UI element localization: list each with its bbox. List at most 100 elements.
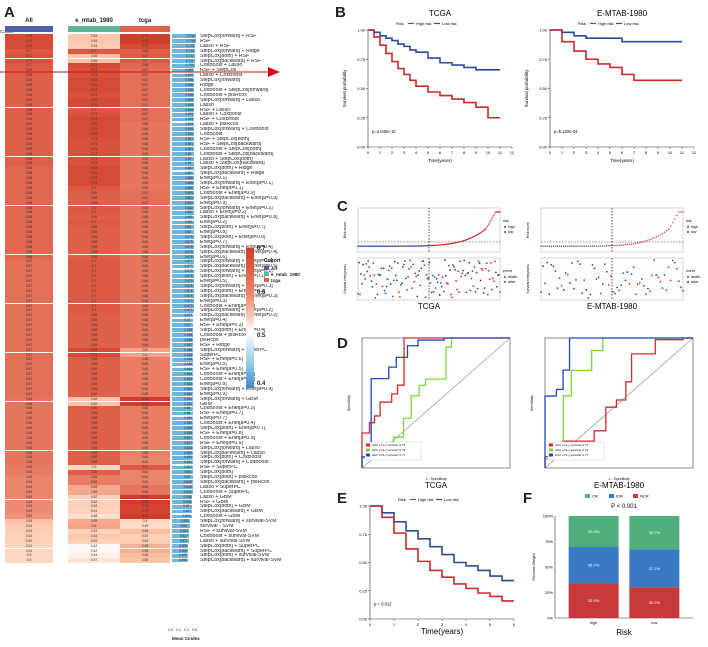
heatmap-row: 0.68 0.72 0.66 0.686 Enet[a=0.1]	[0, 176, 290, 181]
heatmap-cell-tcga: 0.67	[120, 68, 170, 74]
mean-cindex-value: 0.738	[186, 34, 195, 38]
bar-segment-idr	[629, 549, 680, 588]
survival-point	[591, 263, 594, 266]
heatmap-row: 0.67 0.69 0.65 0.663 CoxBoost + Enet[a=0.8]	[0, 377, 290, 382]
km-plot-tcga: TCGA Risk High risk Low risk 0.00 0.25 0.50 0.7…	[342, 9, 515, 163]
model-name: CoxBoost + StepCox[forward]	[200, 87, 269, 93]
legend-label: alive	[691, 280, 698, 284]
heatmap-row: 0.69 0.71 0.66 0.691 RSF + StepCox[both]	[0, 136, 290, 142]
mean-cindex-value: 0.527	[179, 538, 188, 543]
survival-point	[413, 280, 416, 283]
survival-point	[459, 260, 462, 263]
mean-cindex-value: 0.673	[184, 298, 193, 303]
x-tick-label: 7	[451, 150, 454, 155]
survival-point	[552, 265, 555, 268]
heatmap-cell-emtab: 0.55	[68, 53, 120, 59]
roc-legend-box	[364, 441, 422, 461]
heatmap-cell-emtab: 0.69	[68, 234, 120, 240]
heatmap-cell-all: 0.69	[5, 97, 53, 103]
risk-point	[389, 245, 392, 247]
mean-cindex-bar	[172, 338, 194, 342]
x-tick-label: 9	[657, 150, 660, 155]
heatmap-cell-tcga: 0.66	[120, 220, 170, 226]
km-plot-e: Risk High risk Low risk 0.00 0.25 0.50 0.75 1.0…	[359, 497, 516, 636]
panel-label-d: D	[337, 335, 348, 352]
mean-cindex-bar	[172, 450, 193, 455]
mean-cindex-bar	[172, 245, 194, 249]
heatmap-cell-emtab: 0.69	[68, 445, 120, 451]
mean-cindex-bar	[172, 58, 195, 63]
survival-point	[581, 292, 584, 295]
heatmap-row: 0.65 0.5 0.7 0.652 RSF + SuperPC	[0, 465, 290, 471]
y-tick-label: 100%	[543, 514, 554, 519]
x-tick-label: 2	[573, 150, 576, 155]
y-tick-label: 0.75	[357, 57, 366, 62]
heatmap-row: 0.69 0.71 0.66 0.691 RSF + StepCox[backward]	[0, 141, 290, 147]
heatmap-cell-tcga: 0.66	[120, 342, 170, 348]
heatmap-cell-tcga: 0.65	[120, 381, 170, 387]
heatmap-row: 0.67 0.69 0.66 0.67 RSF + Enet[a=0.3]	[0, 323, 290, 328]
y-axis-label: Survival probability	[524, 69, 529, 108]
heatmap-cell-all: 0.68	[5, 181, 53, 186]
survival-point	[560, 284, 563, 287]
model-name: StepCox[forward] + Enet[a=0.4]	[200, 244, 273, 250]
risk-point	[403, 245, 405, 247]
heatmap-cell-all: 0.68	[5, 249, 53, 255]
heatmap-row: 0.68 0.72 0.66 0.687 StepCox[both] + Ridge	[0, 166, 290, 172]
x-tick-label: 5	[489, 622, 492, 627]
survival-point	[397, 291, 400, 294]
heatmap-row: 0.69 0.71 0.67 0.693 Lasso + Coxboost	[0, 112, 290, 118]
heatmap-cell-emtab: 0.7	[68, 185, 120, 191]
risk-point	[634, 242, 637, 245]
heatmap-cell-tcga: 0.74	[120, 396, 170, 402]
risk-point	[490, 220, 492, 222]
heatmap-cell-tcga: 0.65	[120, 367, 170, 373]
heatmap-cell-all: 0.66	[5, 450, 53, 456]
heatmap-row: 0.67 0.69 0.65 0.663 Enet[a=0.8]	[0, 381, 290, 387]
heatmap-row: 0.67 0.7 0.66 0.673 Enet[a=0.3]	[0, 298, 290, 304]
survival-point	[429, 282, 432, 285]
mean-cindex-bar	[172, 53, 195, 58]
heatmap-cell-all: 0.66	[5, 406, 53, 412]
heatmap-row: 0.67 0.69 0.66 0.669 StepCox[both] + Enet[a=…	[0, 328, 290, 333]
y-tick-label: 0.25	[359, 588, 368, 593]
heatmap-cell-emtab: 0.71	[68, 68, 120, 74]
heatmap-cell-tcga: 0.66	[120, 489, 170, 495]
roc-curve-5y	[544, 337, 693, 468]
risk-point	[382, 245, 385, 247]
legend-swatch	[609, 494, 614, 498]
risk-point	[391, 245, 393, 247]
survival-point	[465, 291, 468, 294]
y-axis-label: Survival probability	[342, 69, 347, 108]
risk-point	[387, 245, 390, 247]
heatmap-cell-tcga: 0.65	[120, 421, 170, 426]
risk-point	[410, 245, 412, 247]
model-name: CoxBoost + Enet[a=0.3]	[200, 303, 256, 309]
survival-point	[393, 260, 396, 263]
mean-cindex-bar	[172, 460, 193, 465]
risk-point	[375, 245, 378, 247]
heatmap-row: 0.69 0.72 0.67 0.696 Ridge	[0, 83, 290, 88]
mean-cindex-tick: 0.0	[168, 628, 173, 632]
heatmap-cell-tcga: 0.66	[120, 141, 170, 147]
y-tick-label: 0.00	[539, 145, 548, 150]
bar-value-label: 30.2%	[649, 600, 661, 605]
heatmap-cell-tcga: 0.66	[120, 230, 170, 235]
heatmap-cell-all: 0.68	[5, 190, 53, 196]
heatmap-cell-tcga: 0.64	[120, 475, 170, 480]
risk-point	[372, 245, 375, 247]
roc-curve-1y	[544, 337, 693, 468]
model-name: StepCox[forward] + Ridge	[200, 48, 260, 54]
x-tick-label: 0	[369, 622, 372, 627]
scale-tick: 0.5	[257, 333, 266, 339]
model-name: StepCox[forward] + GBM	[200, 396, 258, 402]
mean-cindex-value: 0.69	[185, 161, 192, 166]
heatmap-cell-all: 0.68	[5, 244, 53, 250]
risk-point	[585, 245, 587, 247]
heatmap-row: 0.68 0.69 0.66 0.678 StepCox[forward] + Enet…	[0, 244, 290, 250]
model-name: RSF + CoxBoost	[200, 117, 239, 123]
model-name: Lasso + StepCox[both]	[200, 156, 253, 162]
heatmap-col-tcga: tcga	[138, 18, 152, 24]
heatmap-cell-emtab: 0.72	[68, 171, 120, 177]
legend-swatch	[264, 272, 269, 276]
